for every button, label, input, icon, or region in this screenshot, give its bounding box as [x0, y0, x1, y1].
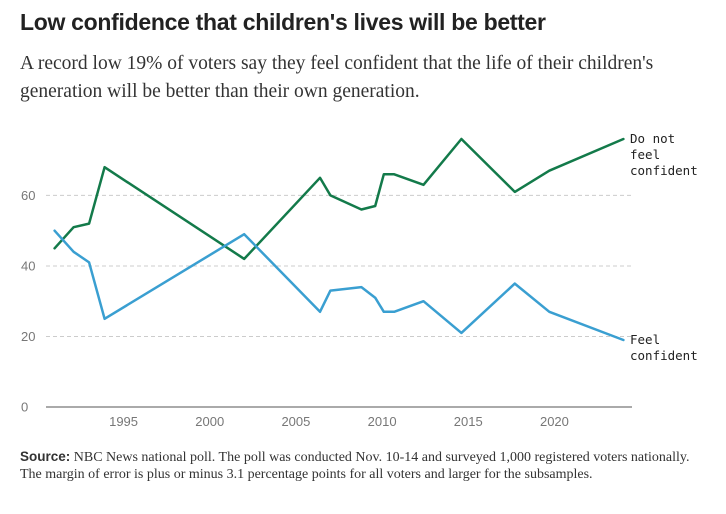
y-tick-label: 0	[21, 400, 28, 415]
y-axis-ticks: 0 20 40 60	[21, 188, 35, 415]
x-tick-label: 2020	[540, 414, 569, 429]
x-tick-label: 2005	[281, 414, 310, 429]
chart-subtitle: A record low 19% of voters say they feel…	[20, 53, 654, 102]
y-tick-label: 40	[21, 258, 35, 273]
series-labels: Do not feel confident Feel confident	[630, 131, 698, 363]
line-chart: 0 20 40 60 1995 2000 2005 2010 2015 2020 Do not f…	[21, 131, 698, 429]
series-label-confident: Feel confident	[630, 332, 698, 363]
x-tick-label: 2000	[195, 414, 224, 429]
chart-title: Low confidence that children's lives wil…	[20, 9, 546, 35]
series-line-not-confident	[53, 137, 625, 261]
source-label: Source:	[20, 449, 71, 464]
y-tick-label: 60	[21, 188, 35, 203]
gridlines	[46, 194, 632, 337]
series-label-not-confident: Do not feel confident	[630, 131, 698, 178]
x-axis-ticks: 1995 2000 2005 2010 2015 2020	[109, 414, 569, 429]
x-tick-label: 1995	[109, 414, 138, 429]
source-text: NBC News national poll. The poll was con…	[20, 450, 690, 482]
x-tick-label: 2015	[454, 414, 483, 429]
source-note: Source: NBC News national poll. The poll…	[20, 448, 710, 483]
series-lines	[53, 137, 625, 342]
series-line-confident	[53, 229, 625, 342]
y-tick-label: 20	[21, 329, 35, 344]
x-tick-label: 2010	[368, 414, 397, 429]
